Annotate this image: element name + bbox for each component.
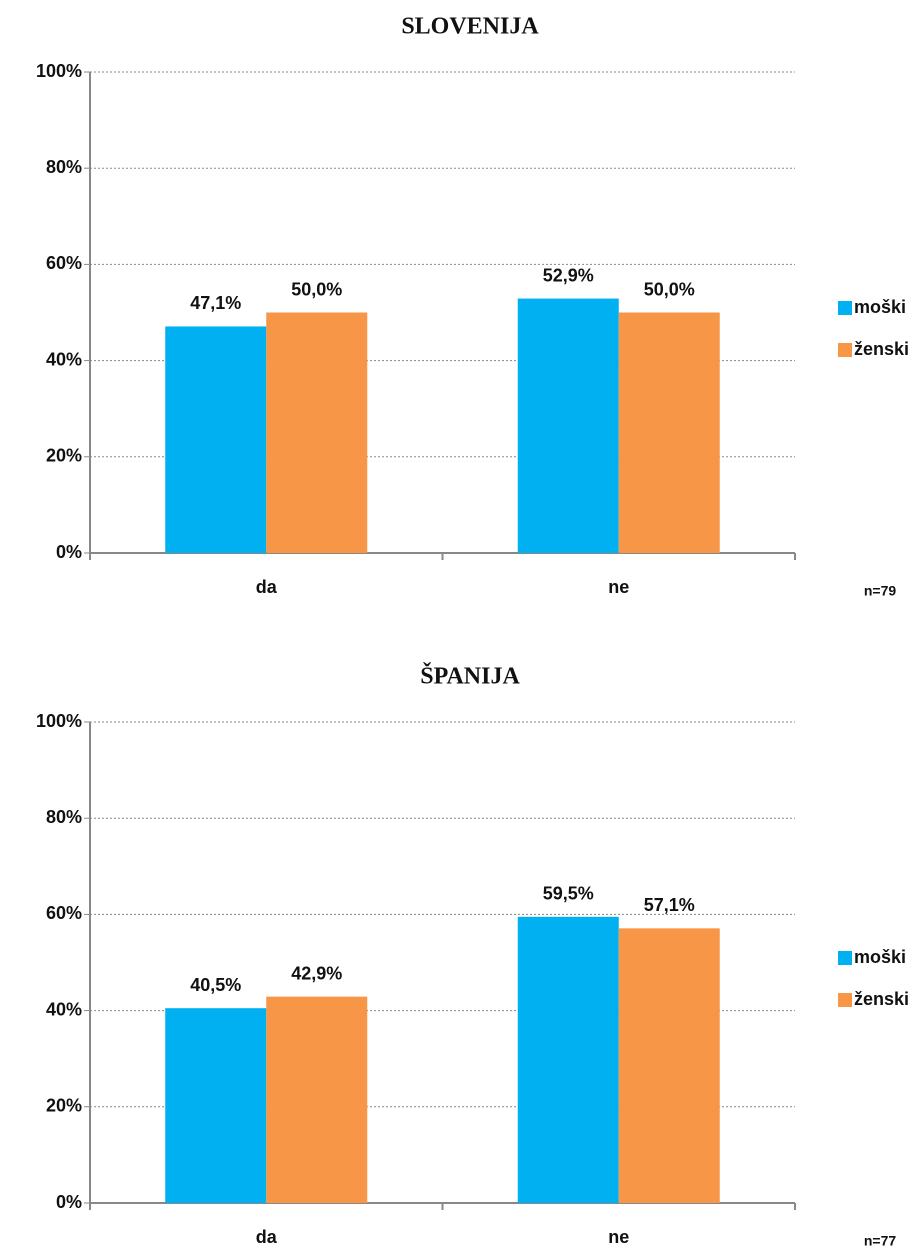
bar: [165, 1008, 267, 1203]
y-tick-label: 60%: [46, 253, 82, 273]
y-tick-label: 40%: [46, 349, 82, 369]
y-tick-label: 80%: [46, 157, 82, 177]
y-tick-label: 40%: [46, 999, 82, 1019]
legend-swatch: [838, 301, 852, 315]
data-label: 50,0%: [291, 279, 342, 299]
chart-title: ŠPANIJA: [420, 663, 520, 690]
legend-label: moški: [854, 947, 906, 967]
data-label: 52,9%: [543, 265, 594, 285]
x-tick-label: da: [256, 577, 278, 597]
data-label: 42,9%: [291, 963, 342, 983]
bar: [266, 312, 368, 553]
bar: [618, 312, 720, 553]
bar: [517, 916, 619, 1203]
x-tick-label: ne: [608, 577, 629, 597]
legend-label: moški: [854, 297, 906, 317]
legend-swatch: [838, 343, 852, 357]
y-tick-label: 100%: [36, 61, 82, 81]
y-tick-label: 0%: [56, 1192, 82, 1212]
chart-title: SLOVENIJA: [401, 14, 539, 40]
annotation: n=77: [864, 1233, 897, 1249]
legend-swatch: [838, 951, 852, 965]
annotation: n=79: [864, 583, 897, 599]
legend-label: ženski: [854, 339, 909, 359]
data-label: 40,5%: [190, 975, 241, 995]
y-tick-label: 20%: [46, 1096, 82, 1116]
data-label: 50,0%: [644, 279, 695, 299]
y-tick-label: 100%: [36, 711, 82, 731]
bar: [266, 996, 368, 1203]
data-label: 57,1%: [644, 895, 695, 915]
data-label: 47,1%: [190, 293, 241, 313]
x-tick-label: da: [256, 1227, 278, 1247]
bar: [165, 326, 267, 553]
x-tick-label: ne: [608, 1227, 629, 1247]
y-tick-label: 20%: [46, 446, 82, 466]
legend-label: ženski: [854, 989, 909, 1009]
legend-swatch: [838, 993, 852, 1007]
bar: [618, 928, 720, 1203]
bar: [517, 298, 619, 553]
y-tick-label: 80%: [46, 807, 82, 827]
y-tick-label: 60%: [46, 903, 82, 923]
data-label: 59,5%: [543, 884, 594, 904]
y-tick-label: 0%: [56, 542, 82, 562]
